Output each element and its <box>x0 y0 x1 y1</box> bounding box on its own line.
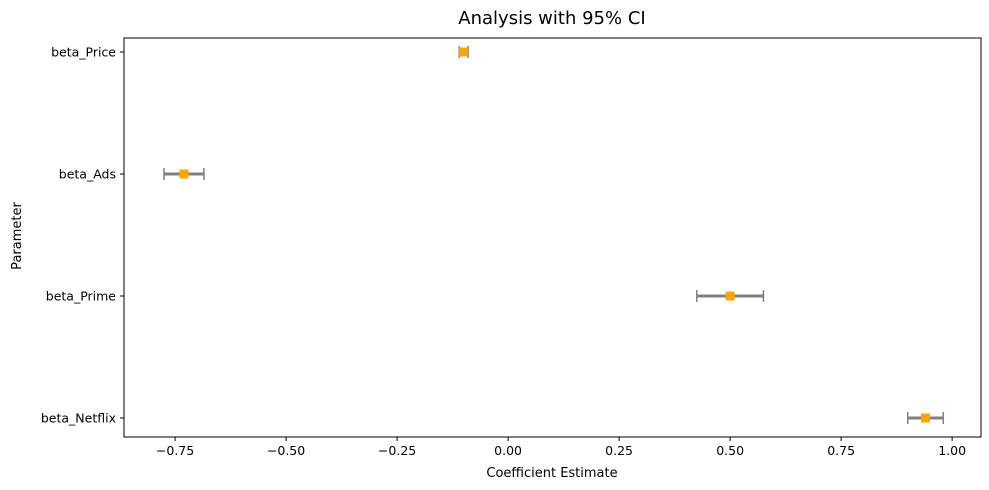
x-tick-label: −0.25 <box>378 443 416 458</box>
axes-frame <box>123 37 982 438</box>
x-tick-label: −0.50 <box>267 443 305 458</box>
x-tick-label: −0.75 <box>156 443 194 458</box>
estimate-marker <box>920 413 930 423</box>
y-tick-label: beta_Price <box>51 45 116 60</box>
x-tick-label: 0.00 <box>494 443 522 458</box>
x-axis-label: Coefficient Estimate <box>486 466 617 481</box>
y-axis-label: Parameter <box>10 202 25 270</box>
x-tick-label: 0.75 <box>827 443 855 458</box>
x-tick-label: 0.25 <box>605 443 633 458</box>
x-tick-label: 1.00 <box>938 443 966 458</box>
estimate-marker <box>179 169 189 179</box>
y-tick-label: beta_Netflix <box>41 411 116 426</box>
y-tick-label: beta_Prime <box>46 289 117 304</box>
estimate-marker <box>459 47 469 57</box>
x-tick-label: 0.50 <box>716 443 744 458</box>
y-tick-label: beta_Ads <box>59 167 116 182</box>
estimate-marker <box>725 291 735 301</box>
chart-title: Analysis with 95% CI <box>458 8 645 29</box>
plot-area: −0.75 −0.50 −0.25 0.00 0.25 0.50 0.75 1.00 beta_… <box>41 37 982 458</box>
